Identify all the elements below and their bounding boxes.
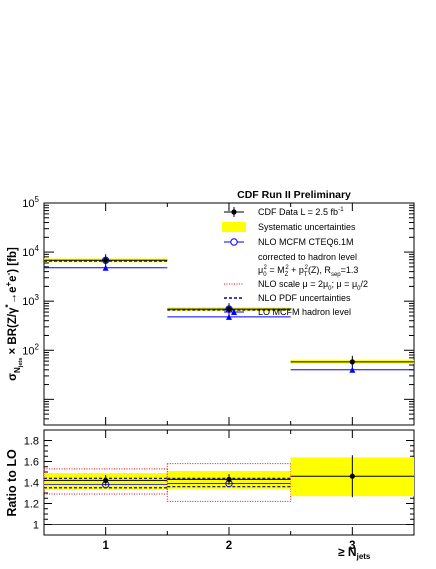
ylabel-sigma: σ <box>7 373 19 381</box>
nlo-scale-end: /2 <box>360 279 368 289</box>
ylabel-br: × BR(Z/γ <box>7 307 19 358</box>
legend-data-label: CDF Data L = 2.5 fb-1 <box>258 206 344 217</box>
lo-marker <box>349 366 356 373</box>
lo-marker <box>226 313 232 320</box>
ratio-data-marker <box>349 473 355 479</box>
main-y-axis-label: σNjets × BR(Z/γ*→e+e-) [fb] <box>4 247 24 381</box>
y-tick-label-base: 10 <box>22 198 34 210</box>
legend-pdf-label: NLO PDF uncertainties <box>258 293 351 303</box>
y-tick-label-exponent: 5 <box>35 195 40 204</box>
ratio-plot-marks <box>43 455 414 525</box>
y-tick-label: 103 <box>22 293 39 308</box>
scale-pt-sub: T <box>304 272 308 278</box>
ylabel-star: * <box>4 304 13 308</box>
main-x-axis <box>105 203 353 425</box>
y-tick-label: 104 <box>22 244 39 259</box>
ratio-y-tick-label: 1.4 <box>24 478 39 490</box>
xlabel-main: ≥ N <box>338 545 357 559</box>
legend-syst-swatch <box>222 222 246 232</box>
scale-mu-sup: 2 <box>264 265 268 271</box>
nlo-scale-sub2: 0 <box>357 286 361 292</box>
legend-nlo-marker <box>230 238 238 246</box>
chart-title: CDF Run II Preliminary <box>237 189 351 201</box>
x-tick-label: 2 <box>226 540 232 552</box>
legend-lo-marker <box>231 309 237 315</box>
main-plot-marks <box>44 254 414 373</box>
ylabel-e: e <box>7 275 19 281</box>
y-tick-label: 102 <box>22 342 39 357</box>
legend-scale-label: NLO scale μ = 2μ0; μ = μ0/2 <box>258 279 368 292</box>
scale-m: = M <box>267 265 285 275</box>
x-tick-label: 1 <box>102 540 109 552</box>
ratio-x-axis: 1 2 3 <box>102 430 356 552</box>
x-tick-label: 3 <box>349 540 355 552</box>
lo-marker <box>102 264 109 271</box>
ratio-y-tick-label: 1.8 <box>24 436 39 448</box>
xlabel-sub: jets <box>356 552 371 561</box>
legend-nlo-note: corrected to hadron level <box>258 252 357 262</box>
legend-scale-def: μ02 = MZ2 + pT2(Z), Rsep=1.3 <box>258 265 358 278</box>
legend-nlo-label: NLO MCFM CTEQ6.1M <box>258 237 354 247</box>
scale-r-sub: sep <box>331 272 341 278</box>
y-tick-label-exponent: 2 <box>35 342 40 351</box>
y-tick-label-exponent: 3 <box>35 293 40 302</box>
ylabel-minus: - <box>4 272 13 275</box>
legend: CDF Data L = 2.5 fb-1 Systematic uncertai… <box>222 206 368 317</box>
scale-pt-sup: 2 <box>305 265 309 271</box>
legend-lo-label: LO MCFM hadron level <box>258 307 351 317</box>
data-marker <box>226 306 232 312</box>
ratio-y-tick-label: 1 <box>33 520 39 532</box>
y-tick-label-base: 10 <box>22 296 34 308</box>
y-tick-label-base: 10 <box>22 345 34 357</box>
nlo-scale-mid: ; μ = μ <box>332 279 358 289</box>
ylabel-sub-jets: jets <box>18 358 24 368</box>
y-tick-label-base: 10 <box>22 247 34 259</box>
ylabel-sub-n: N <box>13 367 22 373</box>
legend-syst-label: Systematic uncertainties <box>258 222 356 232</box>
ratio-y-axis-label: Ratio to LO <box>5 449 19 517</box>
ylabel-plus: + <box>4 281 13 286</box>
ratio-y-tick-label: 1.2 <box>24 499 39 511</box>
nlo-scale-sub: 0 <box>328 286 332 292</box>
scale-z: (Z), R <box>308 265 331 275</box>
legend-data-marker <box>231 209 237 215</box>
ratio-y-tick-label: 1.6 <box>24 457 39 469</box>
y-tick-label: 105 <box>22 195 39 210</box>
data-marker <box>103 257 109 263</box>
scale-m-sup: 2 <box>285 265 289 271</box>
scale-mu-sub: 0 <box>263 272 267 278</box>
nlo-scale: NLO scale μ = 2μ <box>258 279 328 289</box>
scale-mu: μ <box>258 265 263 275</box>
ratio-data-marker <box>103 477 109 483</box>
ratio-data-marker <box>226 476 232 482</box>
scale-m-sub: Z <box>285 272 289 278</box>
y-tick-label-exponent: 4 <box>35 244 40 253</box>
ylabel-units: ) [fb] <box>7 247 19 273</box>
scale-end: =1.3 <box>341 265 359 275</box>
ylabel-arrow: →e <box>7 286 19 304</box>
data-marker <box>349 359 355 365</box>
legend-data-sup: -1 <box>338 206 344 213</box>
x-axis-label: ≥ Njets <box>338 545 371 561</box>
legend-data-name: CDF Data L = 2.5 fb <box>258 207 338 217</box>
scale-pt: + p <box>289 265 304 275</box>
